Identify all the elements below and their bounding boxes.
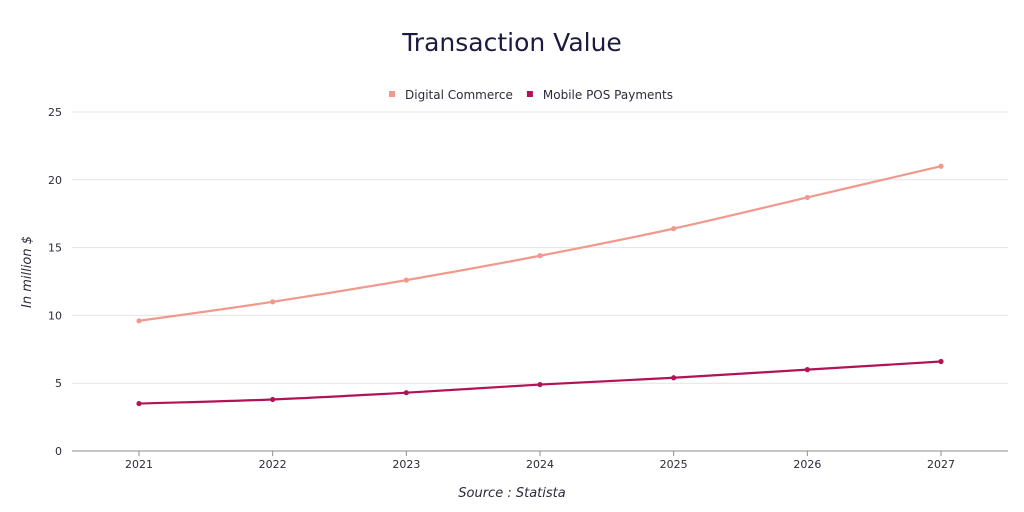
data-point-mobile-pos-payments-2026 <box>804 367 810 373</box>
x-tick-label: 2021 <box>125 458 153 471</box>
legend-swatch-mobile-pos-payments <box>526 91 533 97</box>
y-axis-title: In million $ <box>20 236 35 308</box>
legend-label-mobile-pos-payments: Mobile POS Payments <box>543 88 673 102</box>
x-tick-label: 2027 <box>927 458 955 471</box>
source-note: Source : Statista <box>458 486 565 501</box>
data-point-digital-commerce-2021 <box>136 318 142 324</box>
data-point-mobile-pos-payments-2027 <box>938 358 944 365</box>
chart-title: Transaction Value <box>401 28 622 57</box>
data-point-mobile-pos-payments-2022 <box>270 396 276 403</box>
data-point-digital-commerce-2023 <box>403 277 409 283</box>
data-point-mobile-pos-payments-2021 <box>136 400 142 407</box>
legend-label-digital-commerce: Digital Commerce <box>405 88 513 102</box>
x-tick-label: 2024 <box>526 458 554 471</box>
data-point-mobile-pos-payments-2023 <box>403 390 409 396</box>
y-tick-label: 0 <box>55 445 62 458</box>
data-point-digital-commerce-2024 <box>537 253 543 259</box>
data-point-mobile-pos-payments-2024 <box>537 381 543 388</box>
x-tick-label: 2022 <box>259 458 287 471</box>
data-point-digital-commerce-2027 <box>938 163 944 169</box>
series-line-digital-commerce <box>138 165 942 322</box>
data-point-digital-commerce-2026 <box>804 194 810 201</box>
x-tick-label: 2023 <box>392 458 420 471</box>
x-tick-label: 2025 <box>660 458 688 471</box>
y-tick-label: 20 <box>48 174 62 187</box>
data-point-mobile-pos-payments-2025 <box>671 375 677 381</box>
legend: Digital Commerce Mobile POS Payments <box>389 88 673 102</box>
x-tick-label: 2026 <box>793 458 821 471</box>
series-layer <box>136 163 944 407</box>
y-tick-label: 5 <box>55 377 62 390</box>
y-tick-label: 10 <box>48 309 62 322</box>
data-point-digital-commerce-2025 <box>671 226 677 232</box>
y-axis-ticks: 0 5 10 15 20 25 <box>48 106 62 458</box>
x-axis-ticks: 2021 2022 2023 2024 2025 2026 2027 <box>125 451 955 471</box>
y-tick-label: 25 <box>48 106 62 119</box>
legend-swatch-digital-commerce <box>389 91 396 97</box>
data-point-digital-commerce-2022 <box>270 299 276 305</box>
y-tick-label: 15 <box>48 242 62 255</box>
gridlines <box>72 111 1008 384</box>
